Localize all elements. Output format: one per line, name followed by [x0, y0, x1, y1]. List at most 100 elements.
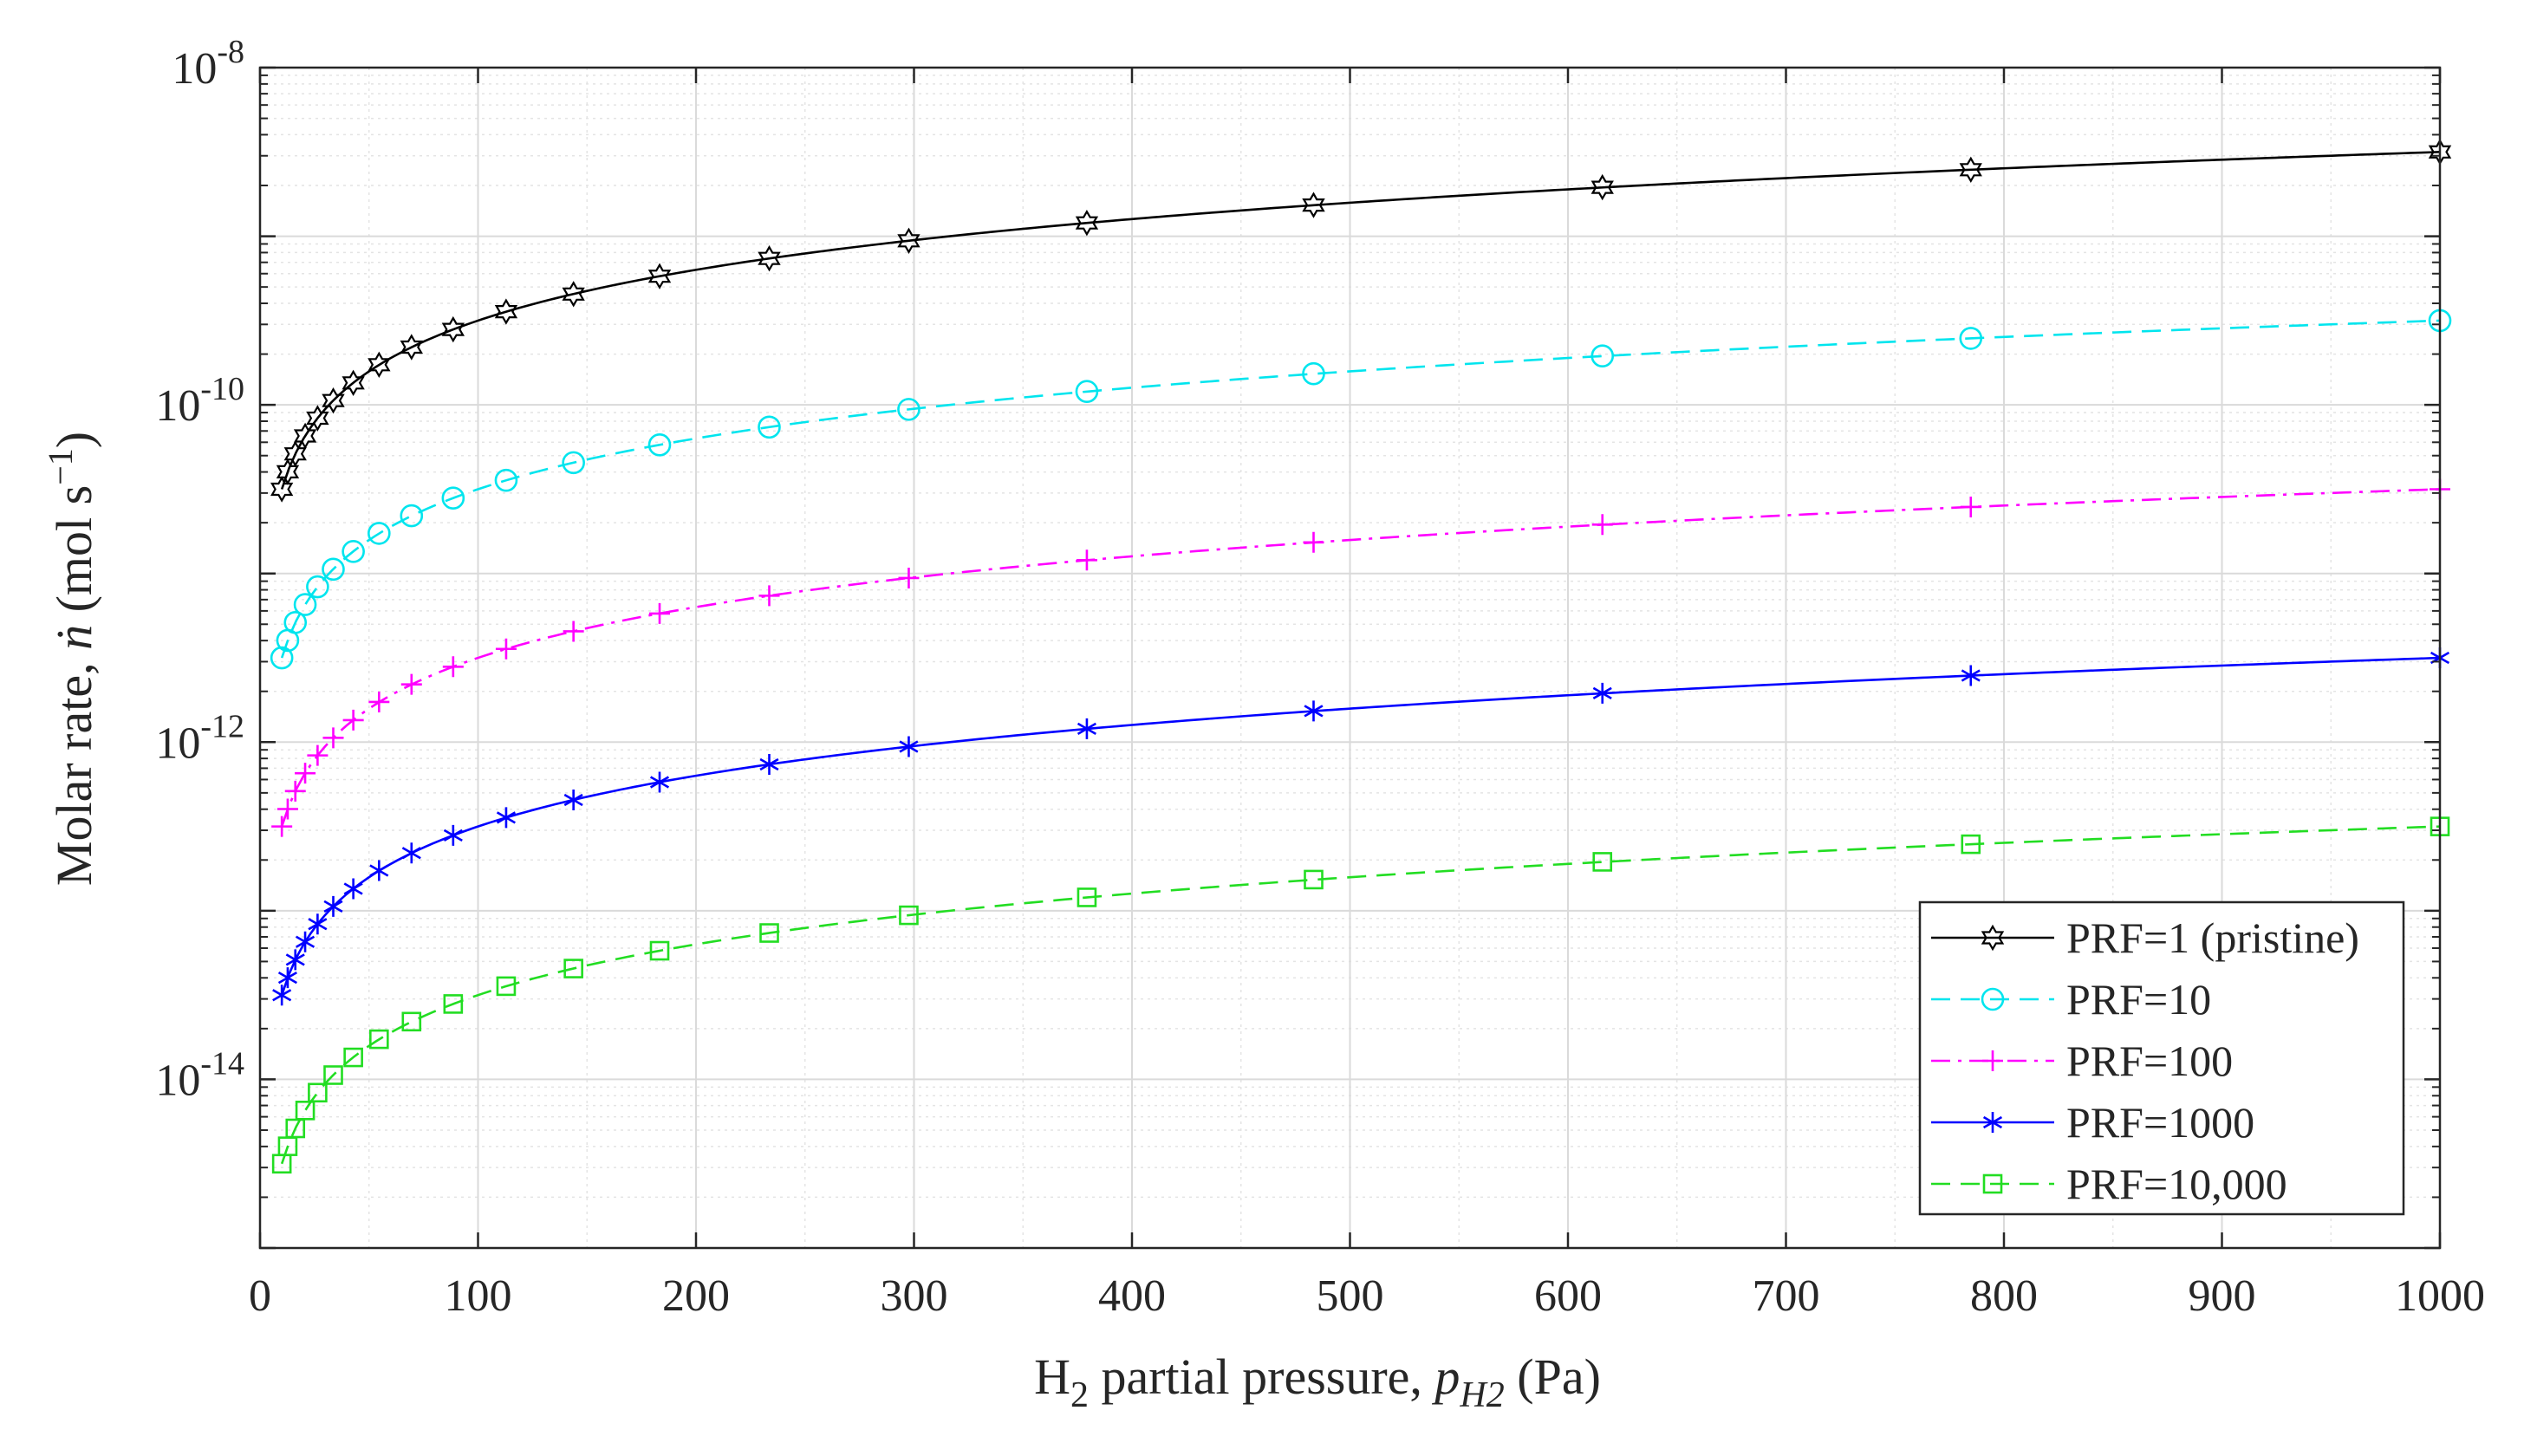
series-1-point	[1075, 380, 1099, 404]
series-3-point	[401, 842, 421, 864]
series-2-point	[495, 638, 517, 660]
series-line-0	[280, 151, 2441, 490]
x-tick-label: 1000	[2395, 1271, 2485, 1321]
legend-label-3: PRF=1000	[2066, 1098, 2254, 1147]
series-2-point	[307, 744, 329, 766]
series-4-point	[323, 1065, 343, 1085]
series-3-point	[272, 985, 292, 1006]
x-tick-label: 800	[1970, 1271, 2038, 1321]
series-4-point	[563, 959, 583, 978]
series-3-point	[759, 753, 779, 775]
series-4-point	[401, 1011, 422, 1032]
series-0-point	[758, 244, 781, 272]
series-0-point	[1075, 209, 1099, 237]
series-4-point	[759, 923, 779, 943]
legend-marker-1	[1981, 987, 2005, 1011]
series-0-point	[342, 369, 365, 397]
series-0-point	[494, 298, 518, 325]
legend-marker-0	[1981, 924, 2005, 952]
series-2-point	[758, 585, 780, 607]
series-0-point	[1302, 192, 1325, 218]
series-1-point	[494, 468, 518, 492]
series-3-point	[343, 878, 363, 900]
x-axis-ticks: 0 100 200 300 400 500 600 700 800 900 1000	[249, 68, 2485, 1321]
series-lines	[280, 151, 2441, 1165]
series-0-point	[897, 227, 920, 255]
legend-label-4: PRF=10,000	[2066, 1160, 2287, 1208]
series-0-point	[368, 351, 391, 379]
series-3-point	[1961, 665, 1981, 686]
series-0-point	[647, 263, 672, 289]
series-0-point	[441, 315, 465, 343]
y-tick-label: 10-8	[172, 34, 244, 94]
series-2-point	[295, 763, 316, 784]
series-2-point	[1076, 549, 1097, 571]
x-tick-label: 600	[1534, 1271, 1602, 1321]
series-2-point	[442, 656, 464, 678]
y-axis-ticks: 10-14 10-12 10-10 10-8	[155, 34, 2440, 1250]
series-0-point	[270, 476, 294, 503]
series-2-point	[400, 673, 422, 695]
series-4-point	[443, 994, 464, 1014]
series-0-point	[562, 281, 585, 308]
y-axis-label: Molar rate, ṅ (mol s−1)	[41, 432, 102, 886]
series-4-point	[369, 1029, 389, 1050]
series-0-point	[293, 422, 317, 450]
series-4-point	[308, 1082, 328, 1103]
series-4-point	[1961, 834, 1981, 855]
y-tick-label: 10-12	[155, 708, 244, 768]
series-0-point	[400, 334, 424, 361]
x-tick-label: 100	[445, 1271, 512, 1321]
series-3-point	[1592, 682, 1612, 704]
series-3-point	[323, 895, 343, 917]
series-2-point	[649, 602, 670, 624]
series-2-point	[368, 691, 390, 712]
legend-marker-2	[1982, 1050, 2003, 1071]
x-tick-label: 0	[249, 1271, 271, 1321]
series-1-point	[293, 593, 317, 616]
series-2-point	[322, 727, 344, 749]
legend-marker-4	[1982, 1173, 2003, 1194]
x-tick-label: 200	[662, 1271, 730, 1321]
series-1-point	[322, 557, 345, 582]
series-4-point	[1077, 887, 1097, 907]
legend-box	[1918, 900, 2405, 1216]
legend-marker-3	[1982, 1112, 2003, 1133]
series-4-point	[285, 1118, 306, 1139]
series-2-point	[563, 621, 584, 642]
series-2-point	[271, 816, 293, 837]
series-3-point	[277, 967, 297, 989]
series-2-point	[1960, 496, 1981, 517]
x-axis-label: H2 partial pressure, pH2 (Pa)	[1034, 1349, 1601, 1415]
series-1-point	[1302, 361, 1325, 386]
x-tick-label: 700	[1753, 1271, 1820, 1321]
series-1-point	[368, 522, 391, 545]
series-4-point	[295, 1101, 316, 1121]
series-2-point	[342, 709, 364, 731]
series-2-point	[276, 798, 298, 820]
series-line-3	[280, 656, 2441, 996]
series-3-point	[1077, 718, 1096, 739]
series-0-point	[1591, 173, 1614, 201]
series-1-point	[758, 415, 781, 439]
series-1-point	[897, 398, 920, 421]
series-4-point	[899, 905, 919, 926]
series-1-point	[270, 646, 294, 670]
series-3-point	[563, 790, 583, 811]
x-tick-label: 500	[1317, 1271, 1384, 1321]
series-0-point	[1959, 156, 1982, 184]
legend-label-2: PRF=100	[2066, 1037, 2233, 1085]
series-3-point	[296, 931, 316, 952]
x-tick-label: 900	[2189, 1271, 2256, 1321]
x-tick-label: 300	[881, 1271, 948, 1321]
series-1-point	[1591, 344, 1615, 368]
series-3-point	[496, 807, 516, 829]
series-1-point	[647, 433, 672, 457]
series-markers	[270, 139, 2452, 1174]
legend: PRF=1 (pristine) PRF=10 PRF=100 PRF=1000 PRF…	[1918, 900, 2405, 1216]
legend-label-1: PRF=10	[2066, 975, 2211, 1024]
series-4-point	[649, 940, 670, 961]
series-4-point	[343, 1047, 363, 1068]
legend-entries: PRF=1 (pristine) PRF=10 PRF=100 PRF=1000 PRF…	[1931, 913, 2359, 1208]
